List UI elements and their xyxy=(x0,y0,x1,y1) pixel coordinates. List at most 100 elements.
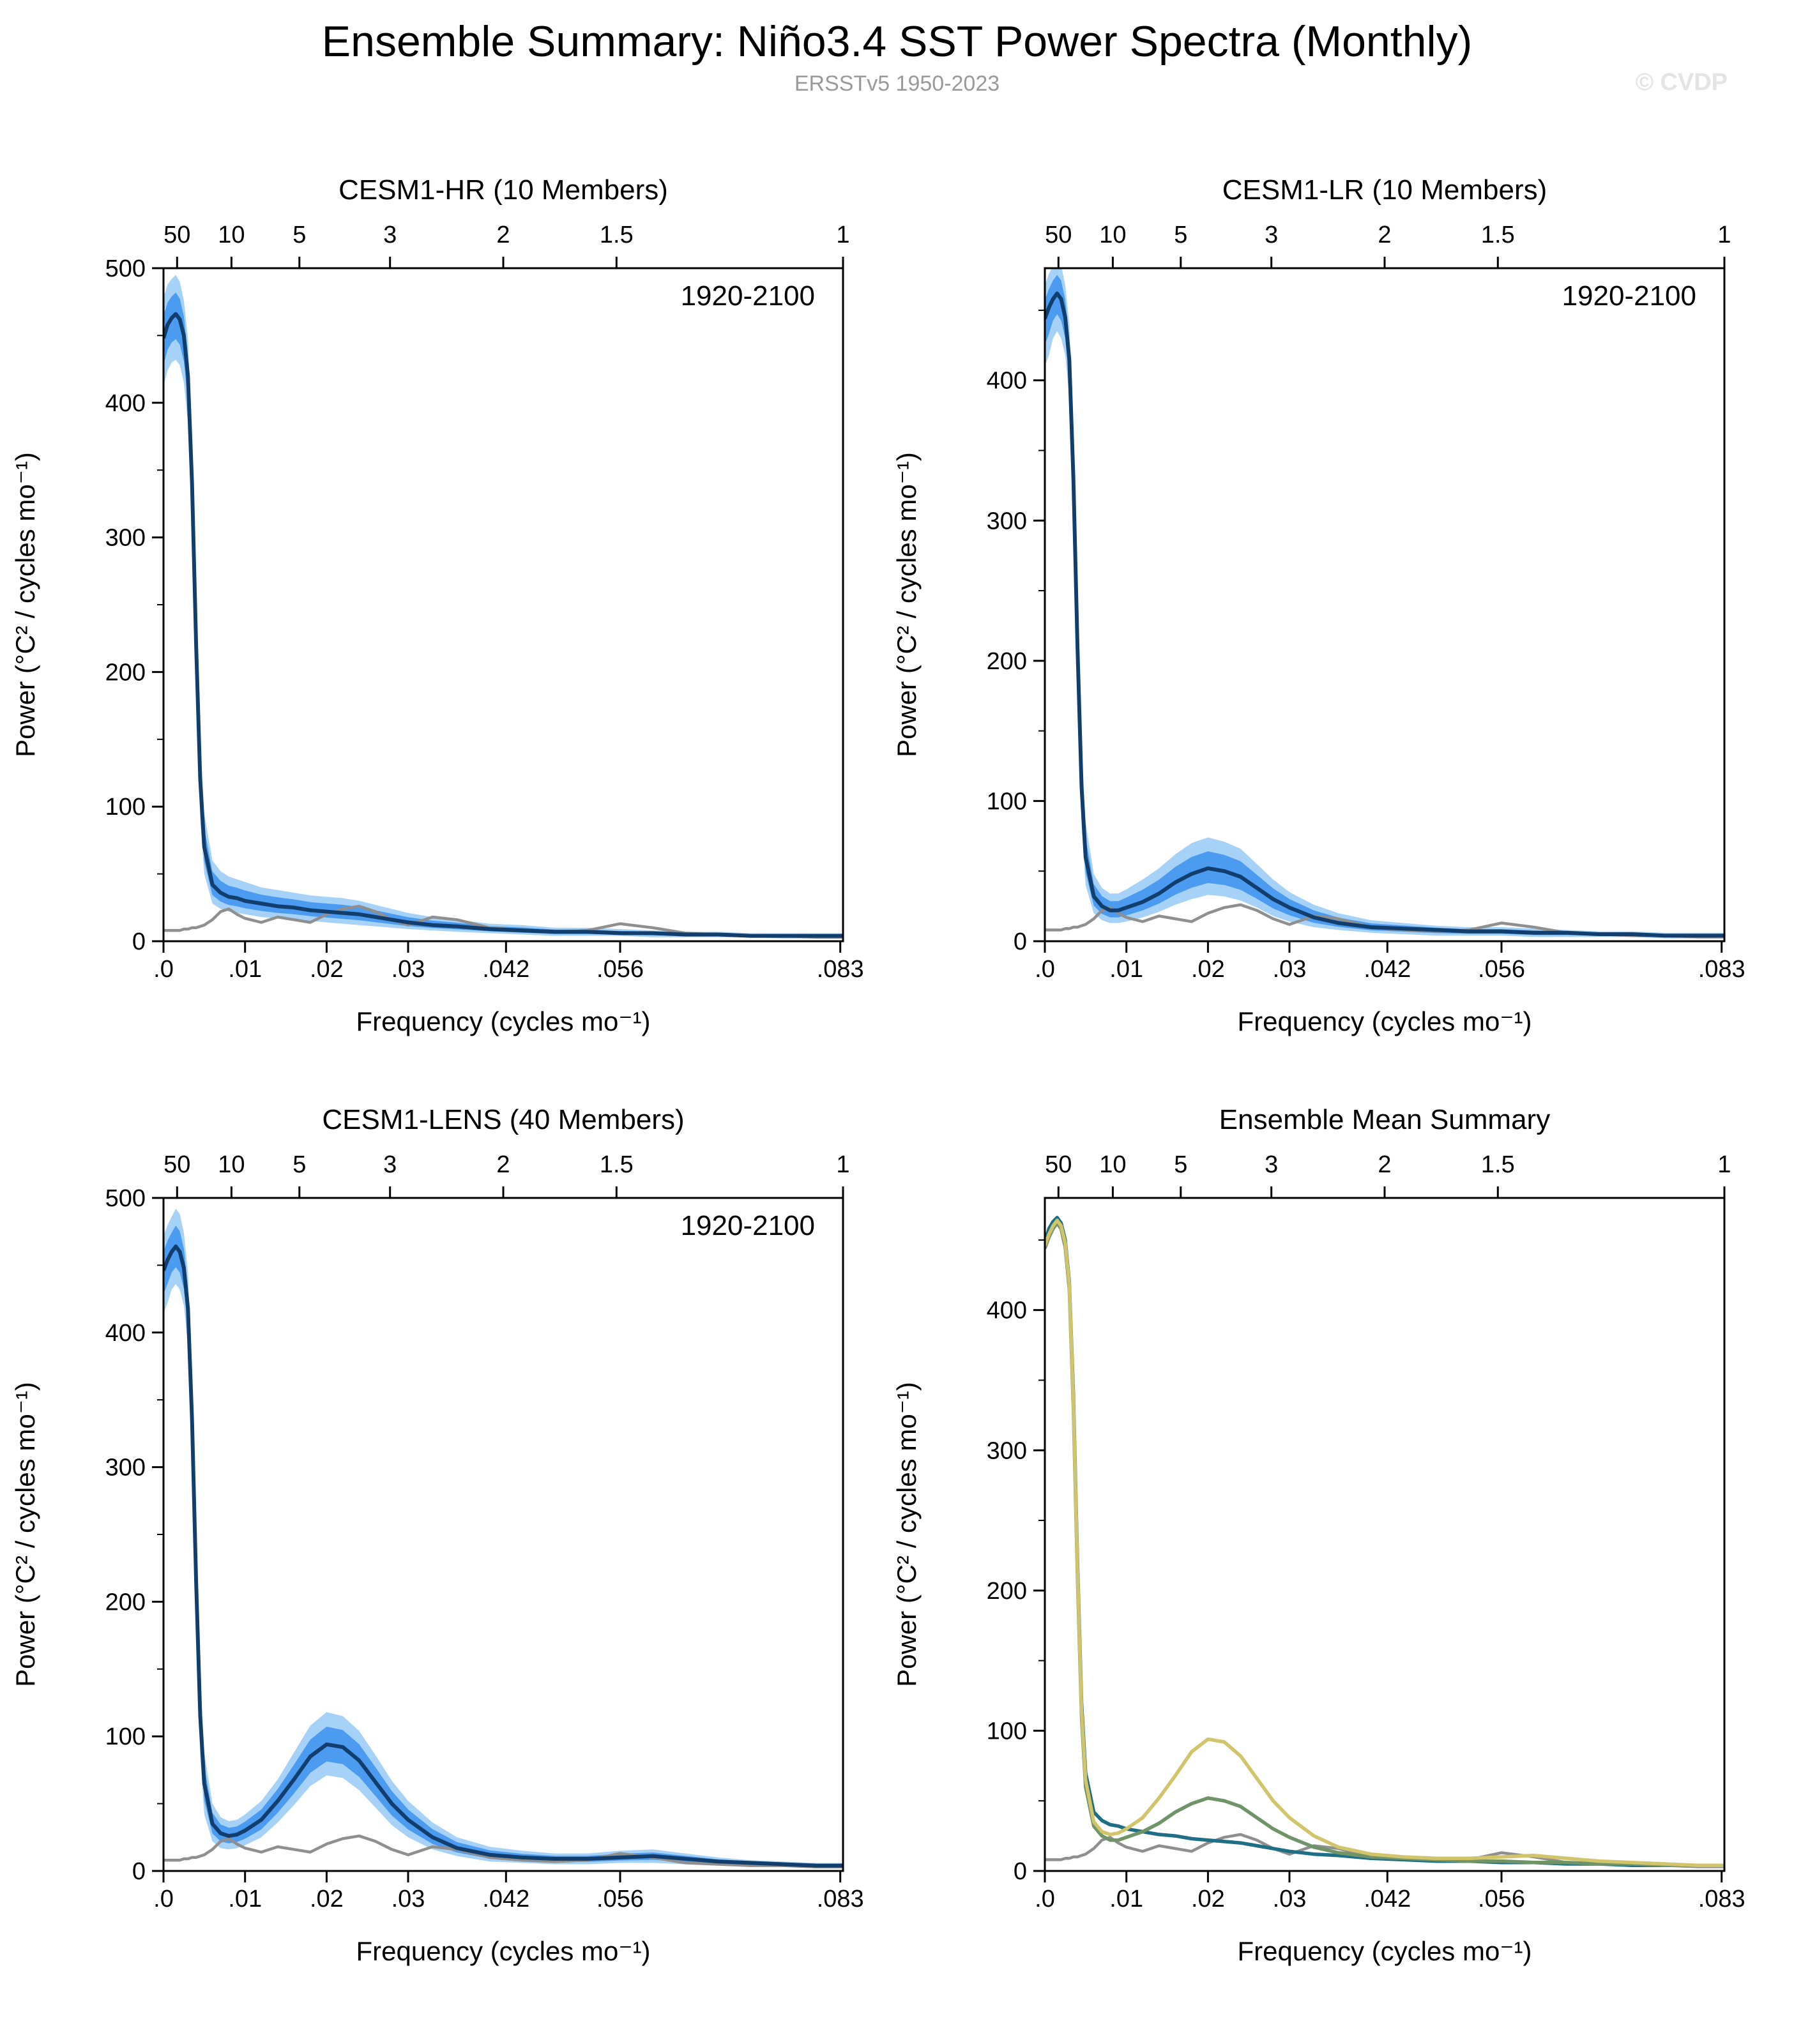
top-tick-label: 2 xyxy=(1378,222,1391,248)
ensemble-mean-line xyxy=(1045,291,1724,938)
x-tick-label: .01 xyxy=(1109,956,1143,983)
top-tick-label: 5 xyxy=(1174,222,1187,248)
observation-line xyxy=(1045,903,1724,939)
y-axis-label: Power (°C² / cycles mo⁻¹) xyxy=(892,1382,922,1687)
panel-title: CESM1-LENS (40 Members) xyxy=(322,1104,684,1135)
top-tick-label: 3 xyxy=(1265,222,1278,248)
panel-title: CESM1-LR (10 Members) xyxy=(1222,174,1547,206)
observation-line xyxy=(163,904,843,939)
top-tick-label: 1 xyxy=(836,222,849,248)
x-tick-label: .083 xyxy=(1698,956,1745,983)
plot-area xyxy=(1045,1215,1724,1868)
top-tick-label: 50 xyxy=(163,222,190,248)
panel-title: Ensemble Mean Summary xyxy=(1219,1104,1550,1135)
y-tick-label: 100 xyxy=(105,794,146,821)
x-tick-label: .01 xyxy=(228,956,262,983)
x-tick-label: .02 xyxy=(1191,956,1225,983)
x-tick-label: .042 xyxy=(1364,956,1411,983)
figure-subtitle: ERSSTv5 1950-2023 xyxy=(794,72,1000,96)
x-tick-label: .083 xyxy=(817,956,864,983)
ensemble-range-band xyxy=(163,1208,843,1867)
top-tick-label: 3 xyxy=(383,222,397,248)
top-tick-label: 1.5 xyxy=(600,1151,634,1178)
ensemble-iqr-band xyxy=(163,1225,843,1866)
x-tick-label: .083 xyxy=(817,1886,864,1912)
mean-line-lr xyxy=(1045,1221,1724,1867)
ensemble-mean-line xyxy=(163,1244,843,1868)
y-axis-label: Power (°C² / cycles mo⁻¹) xyxy=(892,452,922,757)
y-tick-label: 400 xyxy=(987,1298,1027,1324)
y-tick-label: 100 xyxy=(987,788,1027,815)
top-tick-label: 1 xyxy=(836,1151,849,1178)
x-tick-label: .03 xyxy=(391,956,425,983)
top-tick-label: 1.5 xyxy=(1481,222,1515,248)
x-tick-label: .056 xyxy=(597,1886,644,1912)
plot-area xyxy=(1045,268,1724,939)
top-tick-label: 2 xyxy=(496,222,510,248)
top-tick-label: 50 xyxy=(1045,1151,1072,1178)
cvdp-watermark: © CVDP xyxy=(1635,69,1728,96)
y-tick-label: 300 xyxy=(987,1437,1027,1464)
y-tick-label: 0 xyxy=(132,1858,146,1885)
mean-line-hr xyxy=(1045,1215,1724,1867)
ensemble-iqr-band xyxy=(1045,275,1724,937)
top-tick-label: 50 xyxy=(163,1151,190,1178)
ensemble-range-band xyxy=(163,275,843,939)
y-tick-label: 300 xyxy=(105,1455,146,1481)
top-tick-label: 50 xyxy=(1045,222,1072,248)
period-annotation: 1920-2100 xyxy=(1562,280,1696,312)
mean-line-lens xyxy=(1045,1218,1724,1867)
y-tick-label: 100 xyxy=(105,1723,146,1750)
top-tick-label: 2 xyxy=(1378,1151,1391,1178)
y-tick-label: 500 xyxy=(105,1185,146,1212)
y-tick-label: 400 xyxy=(987,368,1027,395)
y-tick-label: 300 xyxy=(105,525,146,552)
x-tick-label: .01 xyxy=(228,1886,262,1912)
top-tick-label: 1.5 xyxy=(1481,1151,1515,1178)
top-tick-label: 2 xyxy=(496,1151,510,1178)
chart-panel-ensemble-mean-summary: 0 100 200 300 400 .0 .01 .02 .03 .042 .056 .083 50 10… xyxy=(892,1104,1745,1966)
x-axis-label: Frequency (cycles mo⁻¹) xyxy=(356,1936,651,1966)
x-tick-label: .0 xyxy=(1035,1886,1055,1912)
y-tick-label: 0 xyxy=(1014,928,1027,955)
x-tick-label: .03 xyxy=(1273,956,1307,983)
panel-title: CESM1-HR (10 Members) xyxy=(338,174,668,206)
top-tick-label: 3 xyxy=(1265,1151,1278,1178)
ensemble-iqr-band xyxy=(163,292,843,937)
x-tick-label: .042 xyxy=(482,1886,529,1912)
y-tick-label: 0 xyxy=(1014,1858,1027,1885)
x-tick-label: .042 xyxy=(1364,1886,1411,1912)
x-axis-label: Frequency (cycles mo⁻¹) xyxy=(356,1006,651,1036)
x-tick-label: .0 xyxy=(1035,956,1055,983)
ensemble-mean-line xyxy=(163,312,843,938)
y-tick-label: 500 xyxy=(105,255,146,282)
x-axis-label: Frequency (cycles mo⁻¹) xyxy=(1238,1936,1532,1966)
x-tick-label: .083 xyxy=(1698,1886,1745,1912)
chart-panel-cesm1-lens: 0 100 200 300 400 500 .0 .01 .02 .03 .042 .056 .083 5… xyxy=(10,1104,864,1966)
top-tick-label: 10 xyxy=(1099,222,1126,248)
x-tick-label: .01 xyxy=(1109,1886,1143,1912)
x-tick-label: .0 xyxy=(153,1886,174,1912)
y-tick-label: 100 xyxy=(987,1718,1027,1745)
y-tick-label: 200 xyxy=(105,659,146,686)
ensemble-range-band xyxy=(1045,268,1724,939)
x-tick-label: .042 xyxy=(482,956,529,983)
x-tick-label: .056 xyxy=(1478,1886,1525,1912)
top-tick-label: 10 xyxy=(218,222,245,248)
y-tick-label: 200 xyxy=(987,648,1027,675)
plot-area xyxy=(163,275,843,939)
y-tick-label: 200 xyxy=(105,1589,146,1616)
y-tick-label: 400 xyxy=(105,390,146,417)
plot-frame xyxy=(1044,1197,1726,1872)
figure-title: Ensemble Summary: Niño3.4 SST Power Spec… xyxy=(321,17,1473,66)
top-tick-label: 1 xyxy=(1717,1151,1731,1178)
y-axis-label: Power (°C² / cycles mo⁻¹) xyxy=(10,452,40,757)
chart-panel-cesm1-lr: 0 100 200 300 400 .0 .01 .02 .03 .042 .056 .083 50 10… xyxy=(892,174,1745,1036)
top-tick-label: 5 xyxy=(293,1151,306,1178)
top-tick-label: 1.5 xyxy=(600,222,634,248)
y-tick-label: 400 xyxy=(105,1320,146,1347)
top-tick-label: 10 xyxy=(1099,1151,1126,1178)
x-axis-label: Frequency (cycles mo⁻¹) xyxy=(1238,1006,1532,1036)
x-tick-label: .02 xyxy=(1191,1886,1225,1912)
